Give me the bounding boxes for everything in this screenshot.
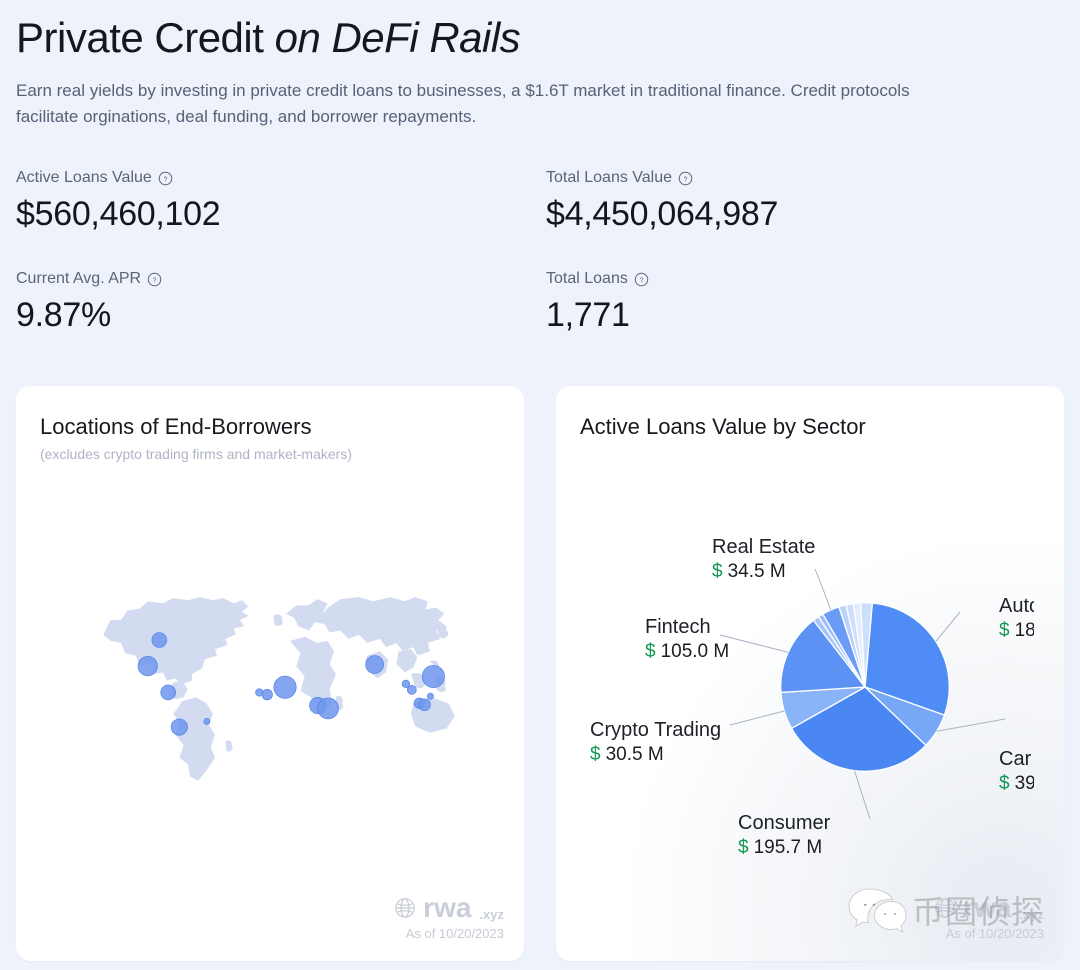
svg-text:?: ?	[153, 277, 157, 284]
svg-text:?: ?	[163, 176, 167, 183]
svg-text:?: ?	[684, 176, 688, 183]
svg-text:?: ?	[639, 277, 643, 284]
